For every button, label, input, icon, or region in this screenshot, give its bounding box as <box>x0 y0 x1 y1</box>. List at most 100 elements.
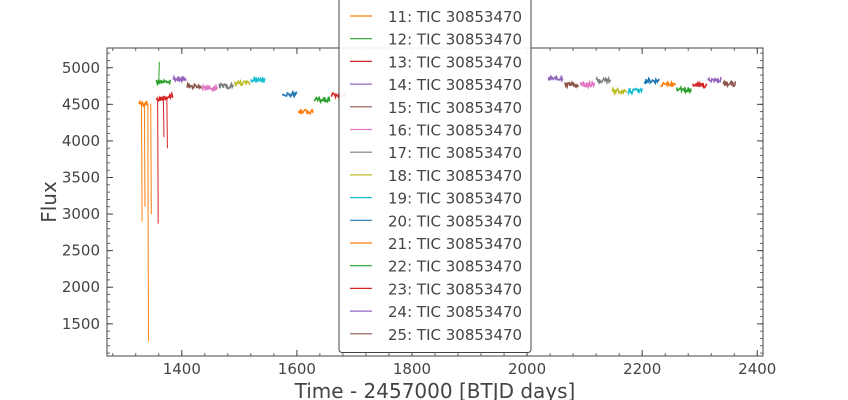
tick-layer: 1400 1600 1800 2000 2200 2400 1500 2000 2500 3000… <box>62 48 776 378</box>
series-layer <box>138 61 737 342</box>
series-16 <box>579 79 596 90</box>
series-line <box>281 89 298 99</box>
series-25 <box>722 79 737 89</box>
y-tick-label: 2000 <box>62 278 100 296</box>
series-14 <box>547 74 564 84</box>
series-4 <box>172 74 187 84</box>
legend-label: 14: TIC 30853470 <box>388 76 522 94</box>
legend-entry: 22: TIC 30853470 <box>350 258 522 276</box>
legend-label: 25: TIC 30853470 <box>388 326 522 344</box>
series-line <box>627 87 643 96</box>
legend-entry: 16: TIC 30853470 <box>350 122 522 140</box>
series-20 <box>643 76 660 86</box>
flux-spike <box>141 103 143 222</box>
series-8 <box>233 78 251 87</box>
series-6 <box>201 83 219 93</box>
series-21 <box>659 79 677 88</box>
flux-spike <box>166 97 168 149</box>
x-tick-label: 2200 <box>623 360 661 378</box>
y-tick-label: 2500 <box>62 242 100 260</box>
series-line <box>547 74 564 84</box>
series-line <box>675 85 692 95</box>
x-tick-label: 1400 <box>163 360 201 378</box>
series-7 <box>218 81 235 90</box>
legend-entry: 14: TIC 30853470 <box>350 76 522 94</box>
x-tick-label: 1800 <box>393 360 431 378</box>
series-line <box>138 99 149 108</box>
legend: 11: TIC 30853470 12: TIC 30853470 13: TIC … <box>338 0 532 353</box>
series-line <box>172 74 187 84</box>
flux-spike <box>162 98 165 138</box>
y-tick-label: 3500 <box>62 168 100 186</box>
legend-box <box>338 0 532 353</box>
flux-spike <box>150 103 152 215</box>
series-line <box>659 79 677 88</box>
series-line <box>298 108 314 116</box>
series-line <box>313 95 331 105</box>
series-line <box>692 80 708 89</box>
series-line <box>218 81 235 90</box>
series-19 <box>627 87 643 96</box>
series-23 <box>692 80 708 89</box>
series-11 <box>298 108 314 116</box>
y-axis-label: Flux <box>37 181 61 223</box>
series-line <box>155 78 172 87</box>
legend-entry: 15: TIC 30853470 <box>350 99 522 117</box>
legend-entry: 13: TIC 30853470 <box>350 53 522 71</box>
x-tick-label: 1600 <box>278 360 316 378</box>
series-9 <box>250 75 266 84</box>
legend-label: 13: TIC 30853470 <box>388 53 522 71</box>
y-tick-label: 3000 <box>62 205 100 223</box>
legend-entry: 18: TIC 30853470 <box>350 167 522 185</box>
flux-spike <box>157 99 159 224</box>
x-tick-label: 2400 <box>738 360 776 378</box>
series-3 <box>155 90 174 224</box>
series-22 <box>675 85 692 95</box>
legend-entry: 24: TIC 30853470 <box>350 303 522 321</box>
series-18 <box>611 86 628 97</box>
legend-label: 15: TIC 30853470 <box>388 99 522 117</box>
legend-entry: 17: TIC 30853470 <box>350 144 522 162</box>
series-24 <box>707 76 722 85</box>
series-10 <box>281 89 298 99</box>
legend-label: 22: TIC 30853470 <box>388 258 522 276</box>
legend-label: 19: TIC 30853470 <box>388 190 522 208</box>
series-line <box>643 76 660 86</box>
series-line <box>579 79 596 90</box>
flux-spike <box>143 103 146 207</box>
y-tick-label: 4500 <box>62 95 100 113</box>
legend-entry: 20: TIC 30853470 <box>350 212 522 230</box>
legend-entry: 11: TIC 30853470 <box>350 8 522 26</box>
y-tick-label: 1500 <box>62 315 100 333</box>
series-line <box>563 79 580 90</box>
legend-label: 20: TIC 30853470 <box>388 212 522 230</box>
legend-label: 23: TIC 30853470 <box>388 280 522 298</box>
series-line <box>201 83 219 93</box>
series-12 <box>313 95 331 105</box>
series-17 <box>595 75 612 86</box>
y-tick-label: 5000 <box>62 59 100 77</box>
series-line <box>155 90 174 103</box>
flux-spike <box>147 103 149 342</box>
legend-entry: 25: TIC 30853470 <box>350 326 522 344</box>
series-line <box>595 75 612 86</box>
series-line <box>722 79 737 89</box>
legend-label: 12: TIC 30853470 <box>388 31 522 49</box>
legend-label: 16: TIC 30853470 <box>388 122 522 140</box>
x-axis-label: Time - 2457000 [BTJD days] <box>294 379 576 400</box>
legend-entry: 23: TIC 30853470 <box>350 280 522 298</box>
series-line <box>707 76 722 85</box>
series-line <box>611 86 628 97</box>
x-tick-label: 2000 <box>508 360 546 378</box>
series-5 <box>186 80 203 91</box>
legend-label: 11: TIC 30853470 <box>388 8 522 26</box>
series-line <box>233 78 251 87</box>
legend-label: 24: TIC 30853470 <box>388 303 522 321</box>
flux-spike <box>158 61 160 82</box>
y-tick-label: 4000 <box>62 132 100 150</box>
series-2 <box>155 61 172 87</box>
series-line <box>186 80 203 91</box>
legend-entry: 12: TIC 30853470 <box>350 31 522 49</box>
legend-entry: 21: TIC 30853470 <box>350 235 522 253</box>
